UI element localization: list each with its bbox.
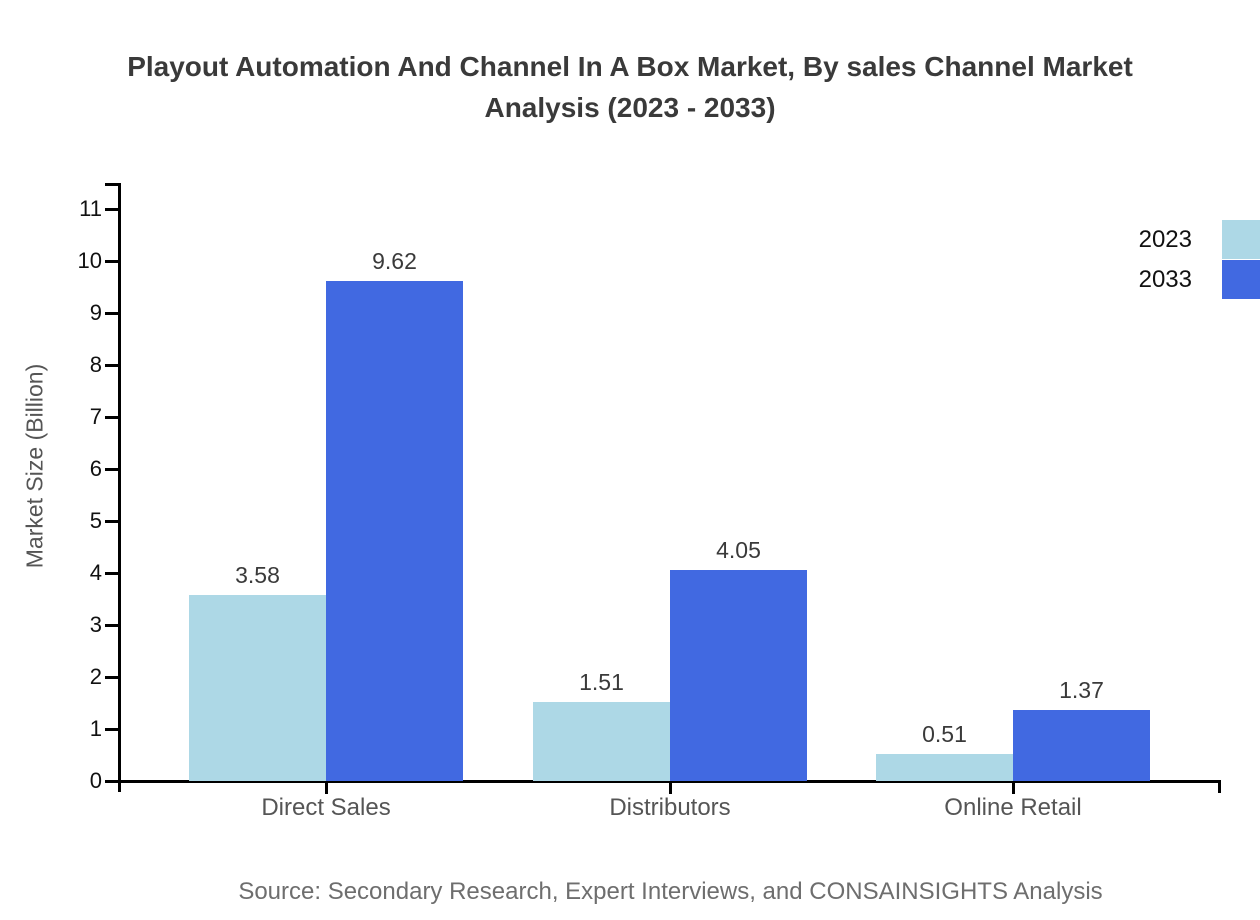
legend-swatch-2033	[1222, 260, 1260, 299]
legend-row-2033: 2033	[1139, 260, 1260, 299]
y-tick-mark	[105, 312, 118, 315]
chart-title: Playout Automation And Channel In A Box …	[127, 51, 1133, 123]
y-tick-label: 5	[89, 508, 102, 533]
y-tick-label: 11	[79, 196, 102, 221]
y-tick-mark	[105, 208, 118, 211]
bar-2023-direct-sales	[189, 594, 326, 781]
value-label-2023-direct-sales: 3.58	[235, 561, 280, 588]
y-tick-mark	[105, 364, 118, 367]
y-tick-label: 2	[89, 664, 102, 689]
y-tick-mark	[105, 624, 118, 627]
x-tick-mark	[325, 782, 328, 794]
y-tick-label: 9	[89, 300, 102, 325]
y-tick-mark	[105, 260, 118, 263]
value-label-2023-distributors: 1.51	[579, 669, 624, 696]
y-tick-label: 7	[89, 404, 102, 429]
y-tick-label: 3	[89, 612, 102, 637]
bar-2023-online-retail	[876, 754, 1013, 781]
y-tick-mark	[105, 572, 118, 575]
legend: 2023 2033	[1139, 220, 1260, 300]
x-tick-mark	[669, 782, 672, 794]
y-tick-mark	[105, 520, 118, 523]
bar-2033-direct-sales	[326, 280, 463, 781]
y-axis-line	[118, 183, 121, 792]
legend-swatch-2023	[1222, 220, 1260, 259]
bar-2033-distributors	[670, 570, 807, 781]
y-tick-label: 0	[89, 768, 102, 793]
y-tick-mark	[105, 728, 118, 731]
y-tick-label: 8	[89, 352, 102, 377]
y-tick-label: 1	[89, 716, 102, 741]
x-tick-mark	[1012, 782, 1015, 794]
y-tick-label: 6	[89, 456, 102, 481]
y-tick-mark	[105, 468, 118, 471]
bar-2033-online-retail	[1013, 709, 1150, 781]
value-label-2033-online-retail: 1.37	[1059, 676, 1104, 703]
category-label-direct-sales: Direct Sales	[261, 794, 391, 821]
y-tick-label: 10	[77, 248, 102, 273]
y-tick-mark	[105, 416, 118, 419]
value-label-2033-direct-sales: 9.62	[372, 247, 417, 274]
y-axis-top-cap	[105, 183, 118, 186]
value-label-2023-online-retail: 0.51	[922, 721, 967, 748]
category-label-distributors: Distributors	[609, 794, 731, 821]
value-label-2033-distributors: 4.05	[716, 537, 761, 564]
y-tick-mark	[105, 676, 118, 679]
bar-2023-distributors	[533, 702, 670, 781]
legend-label-2023: 2023	[1138, 225, 1192, 253]
x-axis-right-cap	[1218, 780, 1221, 793]
legend-row-2023: 2023	[1139, 220, 1260, 259]
legend-label-2033: 2033	[1138, 265, 1192, 293]
y-tick-label: 4	[89, 560, 102, 585]
x-axis-line	[105, 780, 1221, 783]
category-label-online-retail: Online Retail	[944, 794, 1082, 821]
source-note: Source: Secondary Research, Expert Inter…	[238, 878, 1103, 905]
